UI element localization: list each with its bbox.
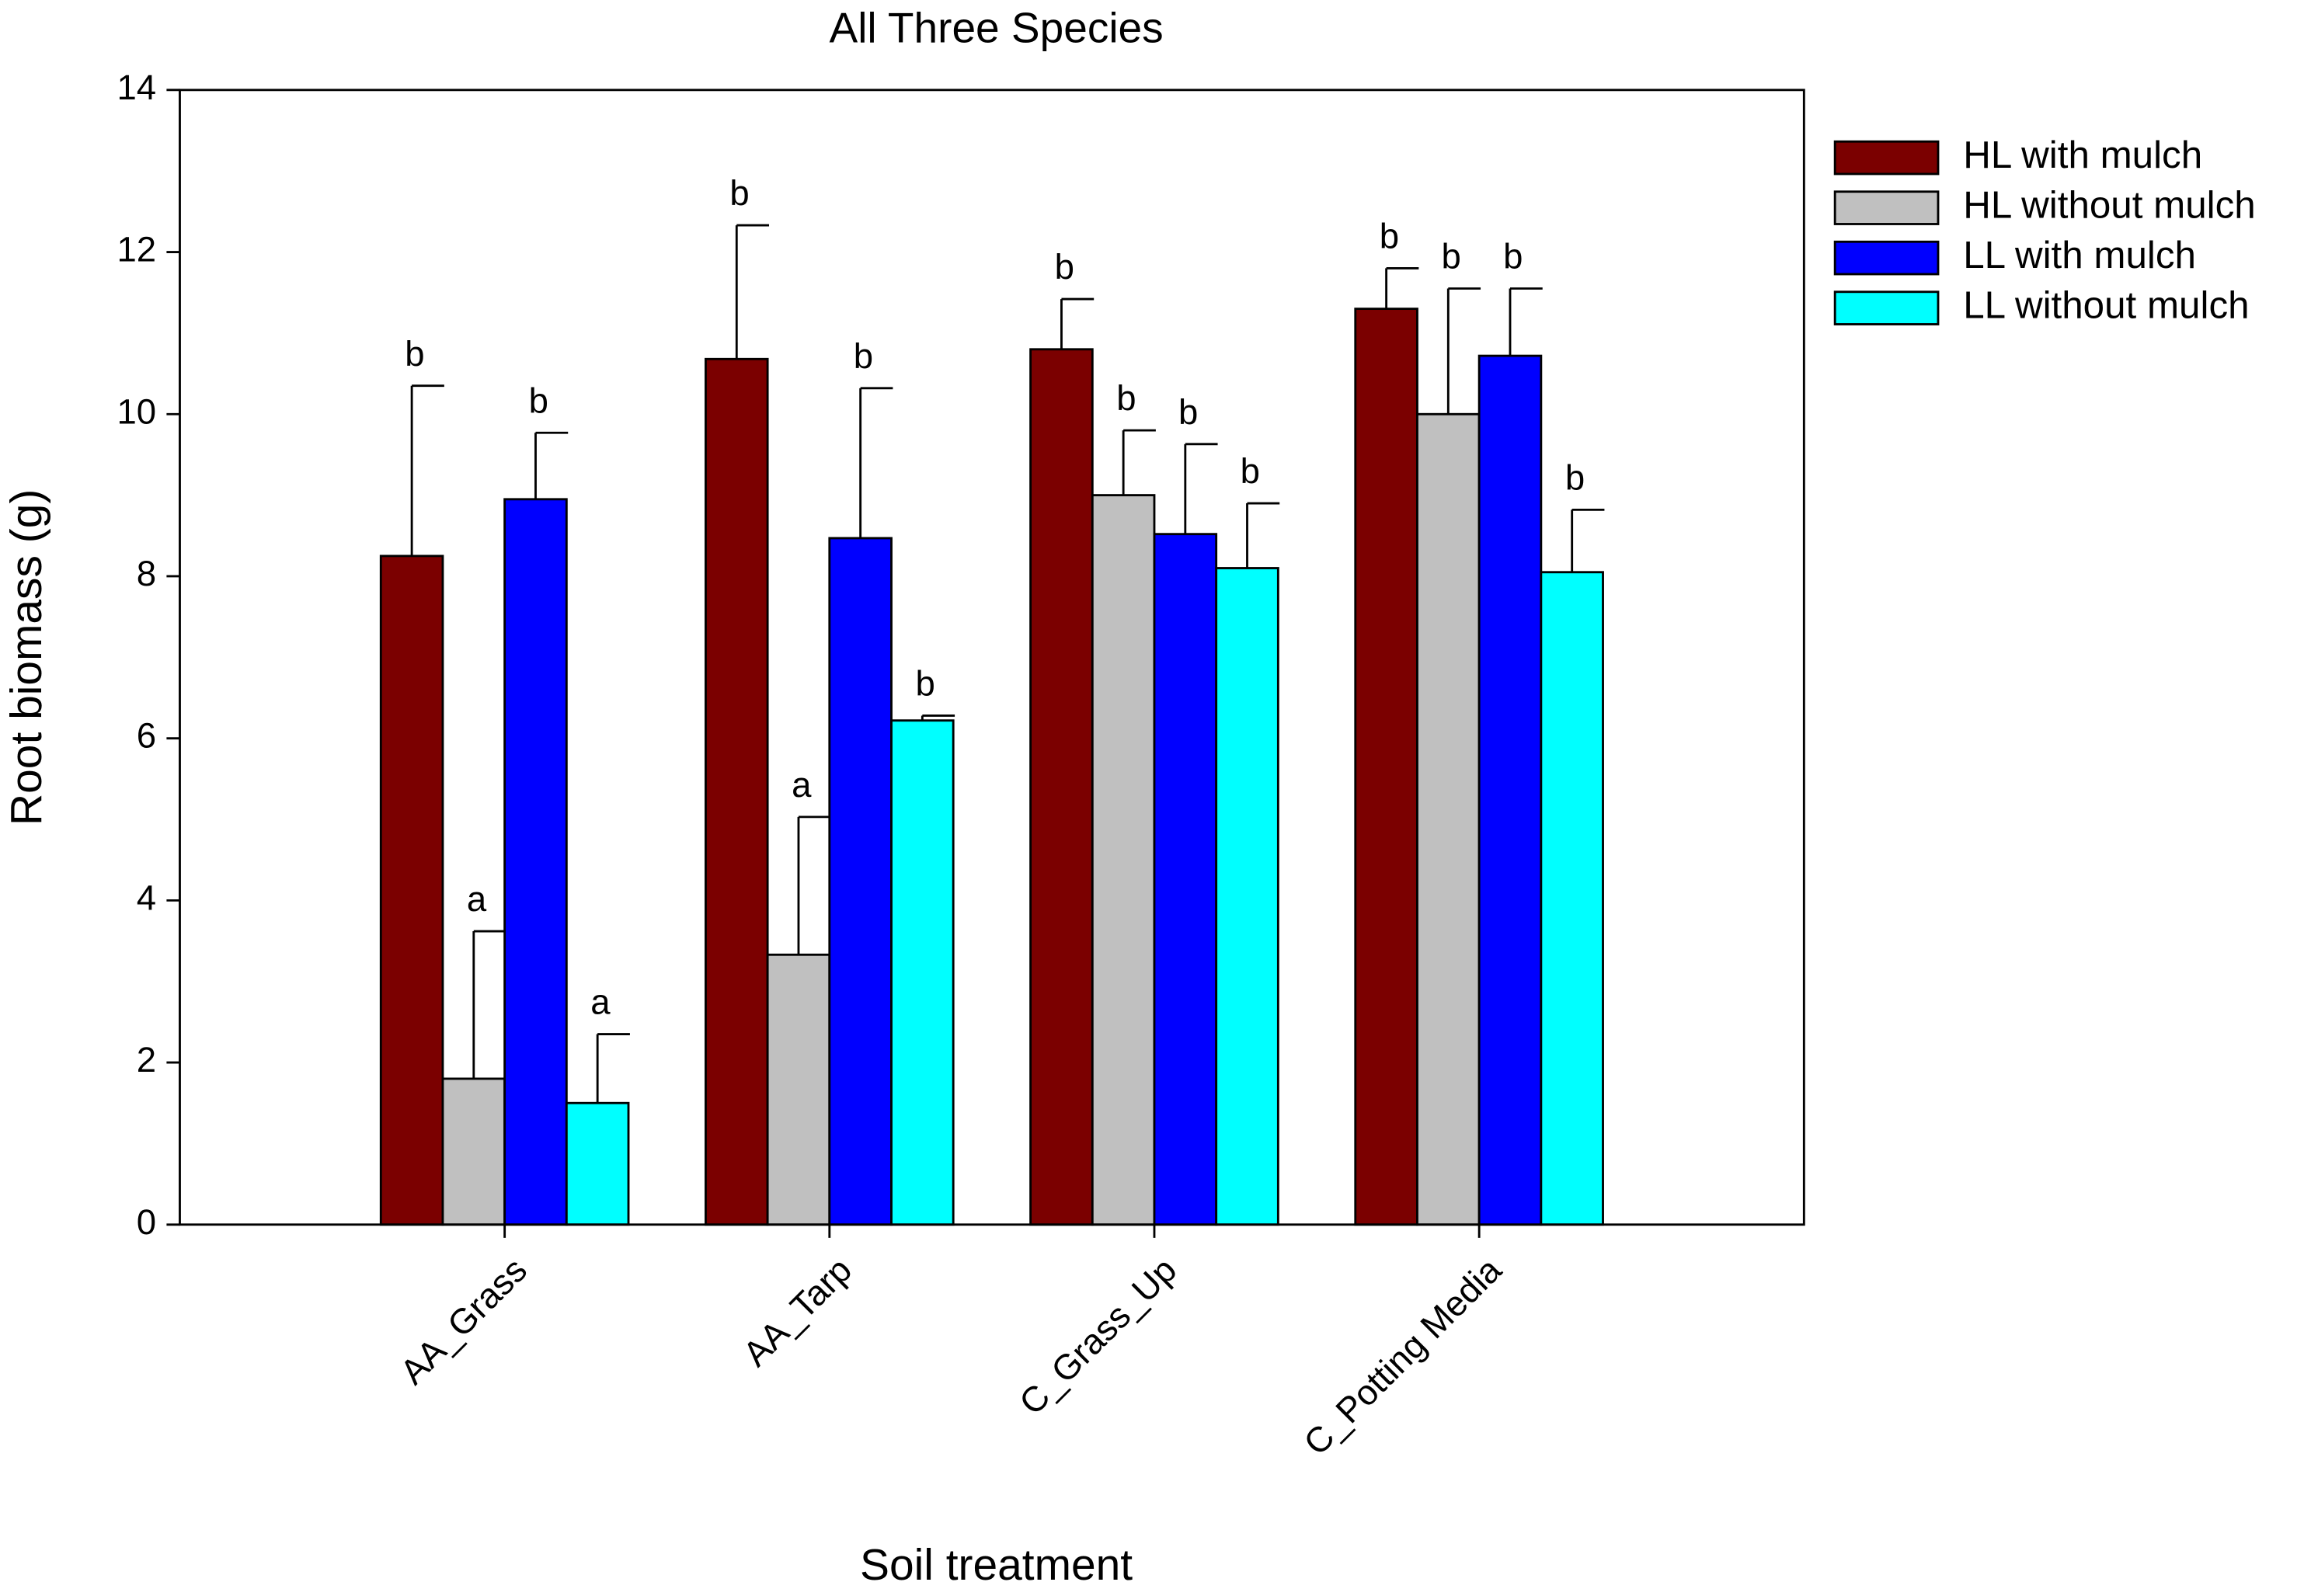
error-bar bbox=[1385, 266, 1419, 309]
error-bar bbox=[797, 815, 831, 955]
significance-letter: a bbox=[792, 765, 812, 805]
significance-letter: b bbox=[915, 664, 934, 704]
y-tick-label: 10 bbox=[117, 391, 156, 431]
significance-letter: b bbox=[1116, 378, 1136, 418]
error-bar bbox=[1509, 287, 1543, 356]
error-bar bbox=[1571, 508, 1605, 572]
bar bbox=[565, 1101, 630, 1226]
error-bar bbox=[596, 1033, 630, 1104]
legend-swatch bbox=[1833, 290, 1940, 325]
legend-label: LL with mulch bbox=[1963, 234, 2196, 276]
y-tick-label: 8 bbox=[137, 554, 156, 593]
significance-letter: b bbox=[529, 381, 548, 420]
y-axis-title: Root biomass (g) bbox=[2, 489, 51, 826]
significance-letter: b bbox=[405, 334, 424, 374]
legend-label: HL without mulch bbox=[1963, 184, 2256, 227]
plot-frame bbox=[179, 89, 1805, 1226]
significance-letter: a bbox=[467, 879, 487, 919]
bar bbox=[1416, 412, 1481, 1226]
bar bbox=[441, 1077, 506, 1226]
y-tick-label: 6 bbox=[137, 716, 156, 756]
legend-label: HL with mulch bbox=[1963, 134, 2202, 176]
significance-letter: b bbox=[729, 173, 749, 213]
significance-letter: a bbox=[590, 982, 611, 1022]
significance-letter: b bbox=[1565, 457, 1585, 497]
significance-letter: b bbox=[1503, 237, 1523, 276]
y-tick-label: 0 bbox=[137, 1202, 156, 1242]
bar bbox=[1091, 494, 1156, 1226]
error-bar bbox=[1122, 429, 1156, 495]
bar bbox=[705, 357, 769, 1226]
bar bbox=[1540, 571, 1604, 1226]
significance-letter: b bbox=[854, 336, 873, 376]
bar bbox=[503, 498, 568, 1226]
significance-letter: b bbox=[1380, 216, 1399, 256]
error-bar bbox=[859, 387, 893, 538]
bar bbox=[766, 953, 831, 1226]
bar bbox=[379, 555, 444, 1226]
y-tick-label: 2 bbox=[137, 1040, 156, 1080]
x-axis-title: Soil treatment bbox=[860, 1540, 1133, 1590]
significance-letter: b bbox=[1441, 237, 1460, 276]
bar bbox=[1153, 533, 1218, 1226]
error-bar bbox=[1246, 502, 1280, 569]
error-bar bbox=[1446, 287, 1481, 415]
bar bbox=[1215, 567, 1279, 1226]
chart-title: All Three Species bbox=[830, 3, 1164, 51]
error-bar bbox=[410, 384, 444, 556]
significance-letter: b bbox=[1055, 247, 1074, 287]
bar bbox=[1354, 308, 1418, 1226]
bar bbox=[828, 537, 893, 1226]
legend-swatch bbox=[1833, 190, 1940, 225]
legend-label: LL without mulch bbox=[1963, 284, 2249, 327]
error-bar bbox=[735, 224, 770, 360]
error-bar bbox=[921, 715, 955, 721]
error-bar bbox=[534, 431, 569, 499]
legend-swatch bbox=[1833, 140, 1940, 176]
error-bar bbox=[1184, 443, 1218, 534]
bar bbox=[1477, 354, 1543, 1226]
significance-letter: b bbox=[1241, 451, 1260, 491]
significance-letter: b bbox=[1178, 392, 1198, 432]
y-tick-label: 4 bbox=[137, 878, 156, 917]
legend-swatch bbox=[1833, 240, 1940, 276]
error-bar bbox=[1060, 297, 1095, 349]
error-bar bbox=[472, 930, 506, 1079]
y-tick-label: 14 bbox=[117, 68, 156, 107]
bar bbox=[890, 719, 955, 1226]
y-tick-label: 12 bbox=[117, 230, 156, 269]
bar bbox=[1029, 348, 1094, 1226]
